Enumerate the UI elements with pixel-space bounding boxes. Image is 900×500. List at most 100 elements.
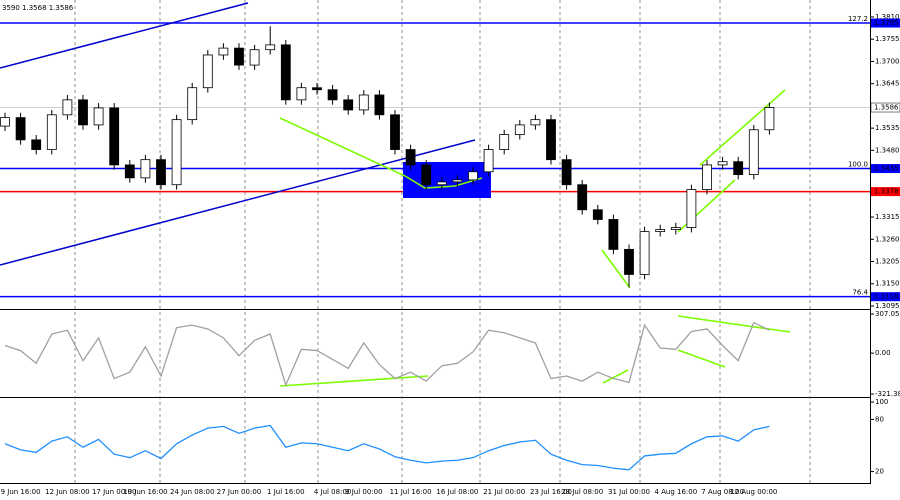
x-tick-label: 9 Jun 16:00	[1, 488, 41, 496]
candle-body	[93, 107, 104, 126]
candle-body	[655, 229, 666, 233]
x-tick-label: 24 Jun 08:00	[170, 488, 214, 496]
candle-body	[187, 87, 198, 121]
candle-body	[577, 184, 588, 211]
x-tick-label: 4 Jul 08:00	[314, 488, 352, 496]
y-tick-label: 20	[875, 468, 884, 476]
candle-body	[405, 149, 416, 166]
candle-body	[561, 159, 572, 186]
x-tick-label: 7 Aug 08:00	[701, 488, 744, 496]
time-grid	[74, 0, 811, 483]
y-tick-label: 1.3810	[875, 13, 900, 21]
level-name: 76.4	[852, 289, 868, 297]
candle-body	[171, 119, 182, 186]
candle-body	[296, 87, 307, 101]
candle-body	[140, 159, 151, 179]
candle-body	[46, 114, 57, 150]
y-tick-label: 1.3260	[875, 235, 900, 243]
price-label: 1.3795	[874, 19, 899, 27]
candle-body	[124, 164, 135, 179]
candle-body	[764, 107, 775, 131]
chart-title: 3590 1.3568 1.3586	[2, 4, 74, 12]
price-label: 1.3118	[874, 293, 899, 301]
candle-body	[31, 139, 42, 150]
y-tick-label: 1.3095	[875, 302, 900, 310]
y-tick-label: 1.3755	[875, 35, 900, 43]
candle-body	[218, 47, 229, 56]
candle-body	[280, 44, 291, 101]
y-tick-label: 307.0503	[875, 310, 900, 318]
price-label-box	[871, 187, 900, 197]
level-name: 100.0	[848, 161, 868, 169]
candle-body	[624, 248, 634, 275]
candle-body	[62, 99, 73, 116]
drawings	[0, 2, 791, 387]
candle-body	[452, 179, 463, 183]
x-tick-label: 27 Jun 00:00	[217, 488, 261, 496]
candle-body	[234, 47, 244, 66]
candle-body	[312, 87, 322, 91]
candle-body	[202, 54, 213, 89]
y-tick-label: 80	[875, 415, 884, 423]
y-tick-label: 1.3480	[875, 146, 900, 154]
divergence-lines	[279, 89, 791, 387]
y-tick-label: 1.3315	[875, 213, 900, 221]
y-tick-label: 1.3150	[875, 280, 900, 288]
price-label-box	[870, 102, 900, 113]
candle-body	[265, 44, 276, 51]
x-tick-label: 1 Jul 16:00	[267, 488, 305, 496]
candle-body	[249, 49, 260, 66]
candle-body	[390, 114, 400, 150]
candle-body	[702, 164, 712, 190]
x-tick-label: 21 Jul 00:00	[483, 488, 525, 496]
x-tick-label: 11 Jul 16:00	[390, 488, 432, 496]
price-label-box	[871, 164, 900, 174]
candle-body	[686, 189, 697, 228]
candle-body	[468, 171, 478, 181]
candle-body	[483, 149, 494, 173]
candle-body	[748, 129, 759, 176]
x-tick-label: 19 Jun 16:00	[123, 488, 167, 496]
x-tick-label: 23 Jul 16:00	[530, 488, 572, 496]
price-label-box	[871, 18, 900, 28]
candle-body	[374, 94, 385, 116]
candle-body	[546, 119, 556, 161]
y-tick-label: 1.3645	[875, 80, 900, 88]
candle-body	[343, 99, 354, 111]
x-tick-label: 17 Jun 00:00	[92, 488, 136, 496]
candle-body	[436, 181, 447, 186]
y-tick-label: 1.3535	[875, 124, 900, 132]
y-tick-label: 100	[875, 398, 888, 406]
price-label: 1.3435	[874, 165, 899, 173]
candle-body	[109, 107, 120, 166]
candle-body	[327, 89, 338, 101]
candle-body	[15, 117, 26, 141]
x-tick-label: 9 Jul 00:00	[345, 488, 383, 496]
candle-body	[0, 117, 10, 127]
indicator-line	[4, 321, 770, 387]
y-tick-label: 1.3205	[875, 258, 900, 266]
candle-body	[670, 227, 681, 230]
channel-line	[0, 2, 249, 69]
x-tick-label: 31 Jul 00:00	[608, 488, 650, 496]
y-tick-label: 1.3700	[875, 57, 900, 65]
candle-body	[78, 99, 88, 126]
x-tick-label: 12 Jun 08:00	[45, 488, 89, 496]
x-tick-label: 28 Jul 08:00	[561, 488, 603, 496]
price-label: 1.3378	[874, 188, 899, 196]
candle-body	[358, 94, 369, 111]
y-tick-label: -321.389	[875, 390, 900, 398]
x-tick-label: 16 Jul 08:00	[436, 488, 478, 496]
candle-body	[530, 119, 541, 126]
candle-body	[592, 209, 603, 220]
price-label-box	[871, 292, 900, 302]
indicator-line	[4, 424, 770, 471]
level-name: 127.2	[848, 15, 868, 23]
candle-body	[733, 161, 744, 176]
candle-body	[717, 161, 728, 166]
candle-body	[156, 159, 166, 186]
x-tick-label: 12 Aug 00:00	[730, 488, 777, 496]
separators	[0, 0, 871, 484]
